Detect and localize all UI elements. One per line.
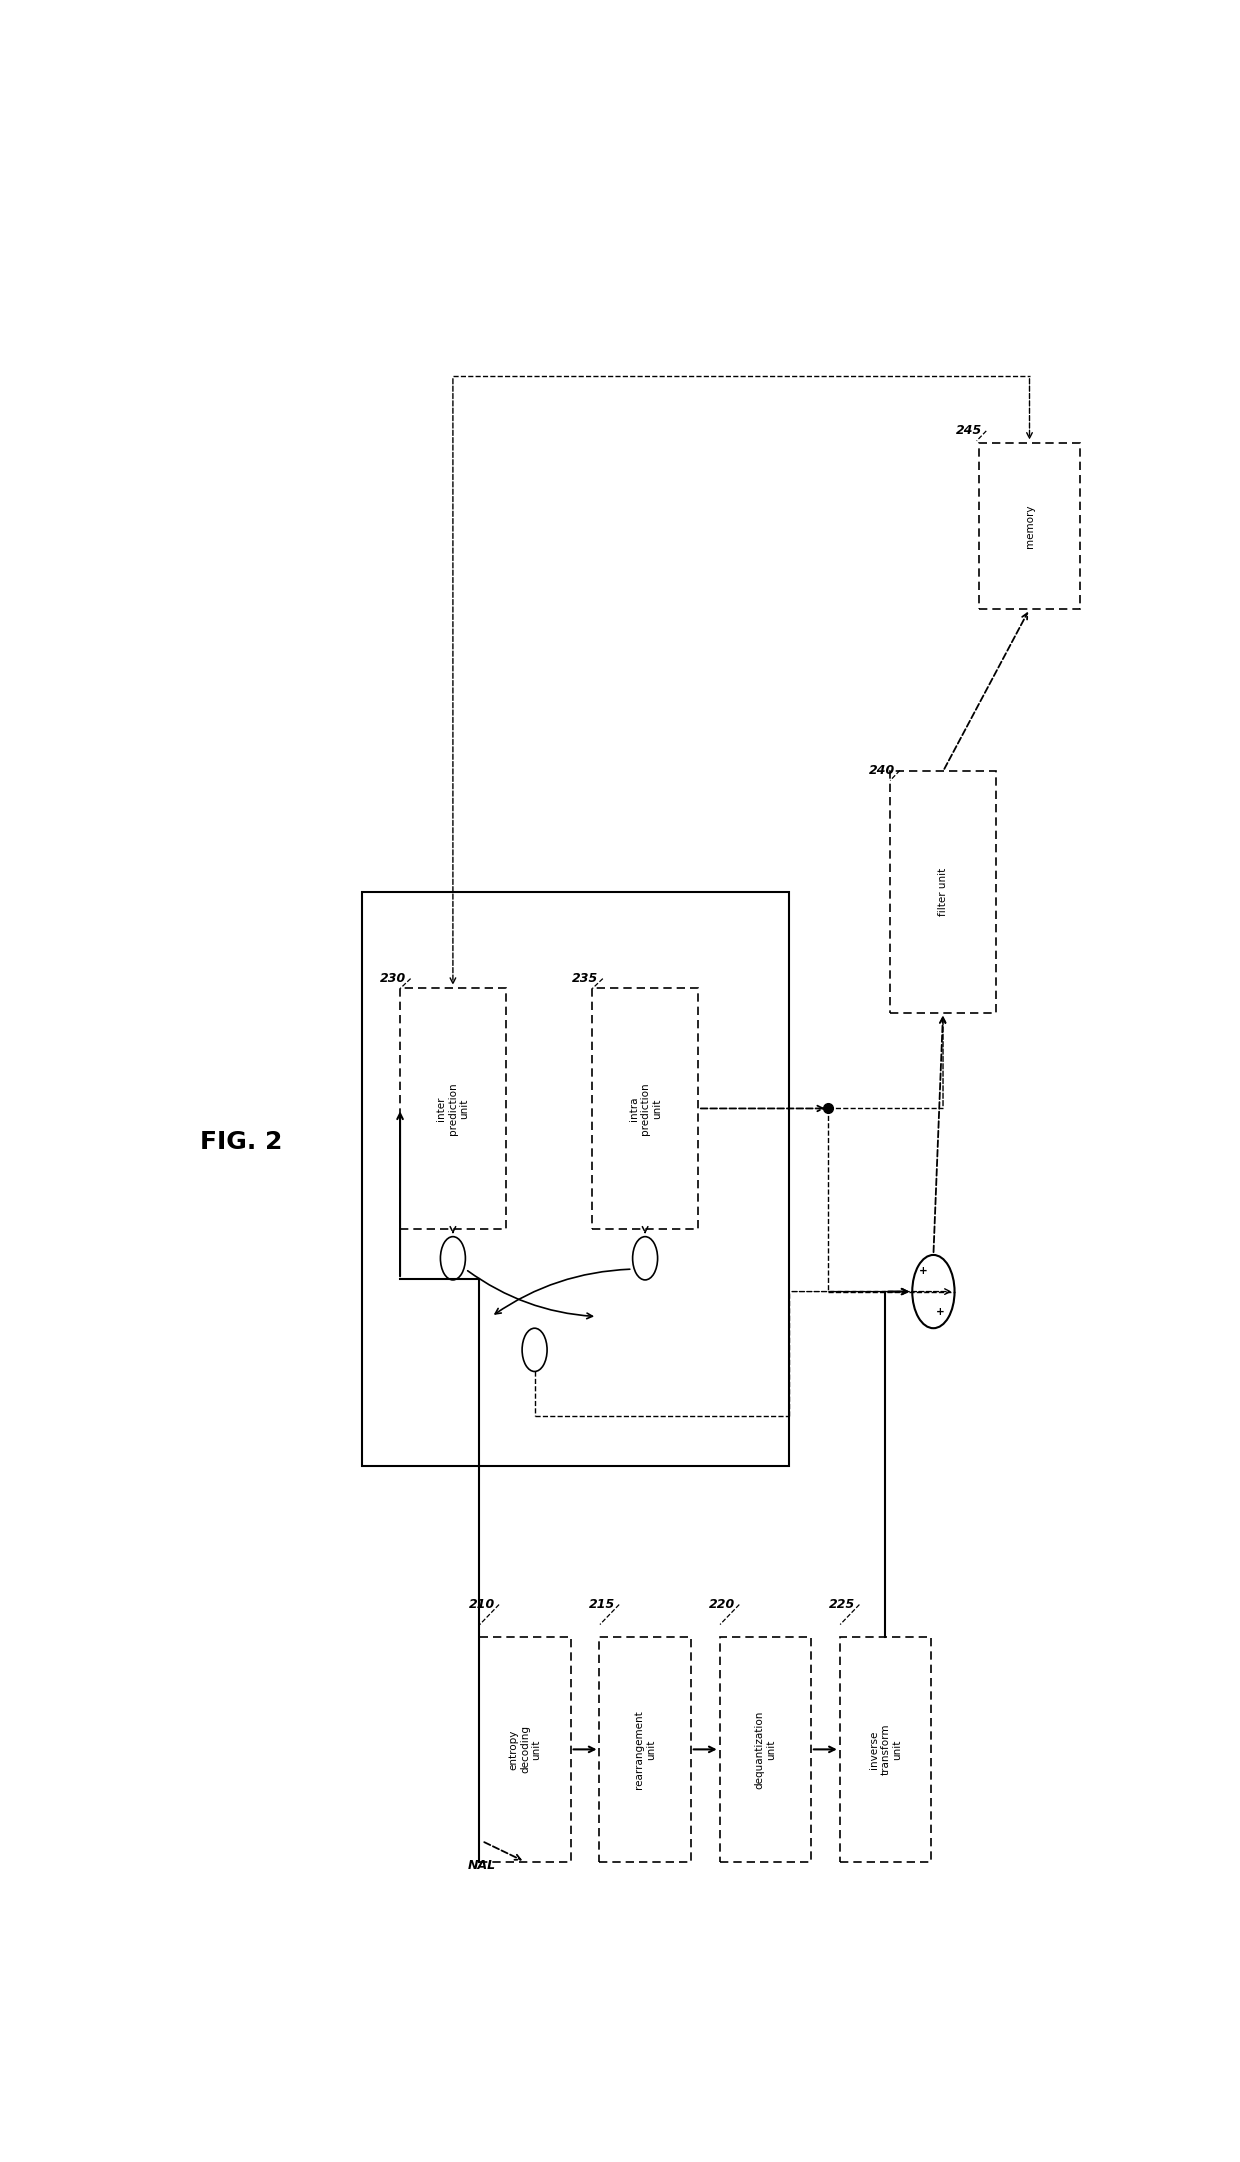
Text: intra
prediction
unit: intra prediction unit: [629, 1083, 662, 1135]
Text: entropy
decoding
unit: entropy decoding unit: [508, 1725, 542, 1773]
Bar: [719, 1637, 811, 1861]
Bar: [401, 988, 506, 1230]
Text: 215: 215: [589, 1598, 615, 1611]
Text: 240: 240: [869, 763, 895, 776]
Bar: [890, 772, 996, 1012]
Text: inter
prediction
unit: inter prediction unit: [436, 1083, 470, 1135]
Text: +: +: [935, 1306, 944, 1317]
Text: 225: 225: [830, 1598, 856, 1611]
Bar: [839, 1637, 931, 1861]
Bar: [599, 1637, 691, 1861]
Bar: [980, 443, 1080, 610]
Text: memory: memory: [1024, 504, 1034, 547]
Text: dequantization
unit: dequantization unit: [754, 1710, 776, 1788]
Text: +: +: [919, 1267, 928, 1276]
Bar: [362, 893, 789, 1466]
Text: FIG. 2: FIG. 2: [201, 1131, 283, 1155]
Text: 220: 220: [709, 1598, 735, 1611]
Text: rearrangement
unit: rearrangement unit: [635, 1710, 656, 1788]
Text: NAL: NAL: [467, 1859, 496, 1872]
Text: 210: 210: [469, 1598, 495, 1611]
Text: inverse
transform
unit: inverse transform unit: [869, 1723, 901, 1775]
Text: filter unit: filter unit: [937, 867, 949, 917]
Bar: [593, 988, 698, 1230]
Text: 245: 245: [956, 424, 982, 437]
Bar: [480, 1637, 570, 1861]
Text: 230: 230: [381, 973, 407, 986]
Text: 235: 235: [573, 973, 599, 986]
